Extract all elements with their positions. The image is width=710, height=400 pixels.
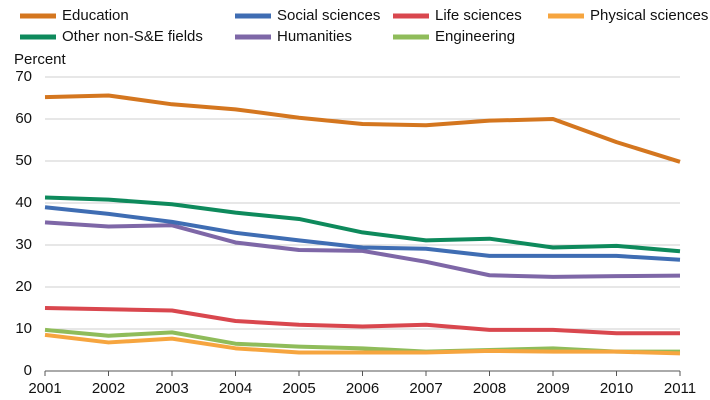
x-tick-label: 2010 [600, 380, 633, 397]
y-tick-label: 10 [15, 320, 32, 337]
legend-label: Humanities [277, 28, 352, 45]
x-tick-label: 2008 [473, 380, 506, 397]
y-tick-label: 20 [15, 278, 32, 295]
x-tick-label: 2007 [409, 380, 442, 397]
y-tick-label: 70 [15, 68, 32, 85]
x-tick-label: 2011 [664, 380, 696, 397]
y-axis-label: Percent [14, 51, 67, 68]
x-tick-label: 2006 [346, 380, 379, 397]
series-line [44, 93, 681, 164]
series-line [44, 306, 680, 336]
y-tick-label: 0 [24, 362, 32, 379]
legend-label: Other non-S&E fields [62, 28, 203, 45]
y-tick-label: 60 [15, 110, 32, 127]
y-tick-label: 40 [15, 194, 32, 211]
legend-label: Social sciences [277, 7, 380, 24]
x-tick-label: 2001 [28, 380, 61, 397]
x-tick-label: 2009 [536, 380, 569, 397]
series-line [44, 332, 681, 356]
y-tick-label: 30 [15, 236, 32, 253]
series-line [44, 205, 681, 262]
legend-label: Physical sciences [590, 7, 708, 24]
series-line [44, 327, 680, 354]
series-line [44, 195, 681, 254]
x-tick-label: 2002 [92, 380, 125, 397]
legend-label: Life sciences [435, 7, 522, 24]
y-tick-label: 50 [15, 152, 32, 169]
x-tick-label: 2004 [219, 380, 252, 397]
legend-label: Education [62, 7, 129, 24]
x-tick-label: 2003 [155, 380, 188, 397]
series-line [44, 220, 681, 279]
legend-label: Engineering [435, 28, 515, 45]
x-tick-label: 2005 [282, 380, 315, 397]
